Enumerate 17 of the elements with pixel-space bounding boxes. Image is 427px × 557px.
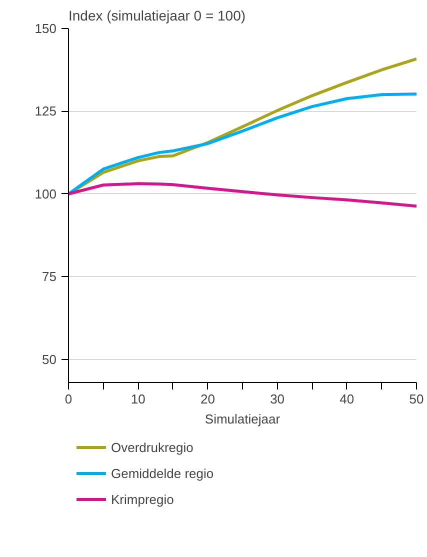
- y-tick-label: 75: [42, 269, 57, 284]
- y-tick-label: 150: [34, 21, 57, 36]
- legend-label: Krimpregio: [111, 492, 174, 506]
- x-tick-label: 10: [130, 392, 146, 406]
- chart-title: Index (simulatiejaar 0 = 100): [68, 8, 246, 24]
- y-tick-label: 100: [34, 186, 57, 202]
- y-tick-label: 50: [42, 352, 57, 367]
- x-tick-label: 30: [270, 392, 285, 406]
- x-tick-label: 0: [64, 392, 72, 406]
- x-axis-title: Simulatiejaar: [204, 412, 281, 426]
- x-tick-label: 20: [200, 392, 215, 406]
- x-tick-label: 40: [340, 392, 354, 406]
- line-series: [68, 182, 416, 208]
- y-tick-label: 125: [34, 104, 57, 119]
- legend-label: Overdrukregio: [111, 440, 194, 454]
- x-tick-label: 50: [409, 392, 424, 406]
- legend-label: Gemiddelde regio: [111, 466, 214, 480]
